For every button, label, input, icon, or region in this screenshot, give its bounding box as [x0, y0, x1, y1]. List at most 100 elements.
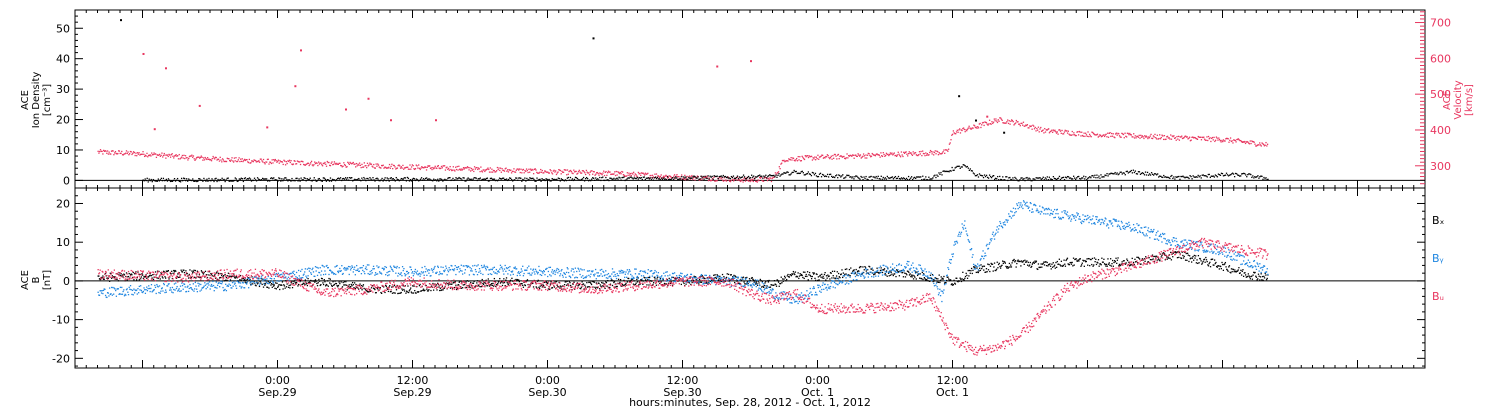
velocity-point	[868, 153, 870, 155]
density-point	[988, 174, 991, 176]
bx-point	[783, 278, 785, 280]
density-point	[1212, 175, 1215, 177]
x-tick-label-time: 12:00	[667, 374, 699, 387]
bx-point	[1075, 258, 1077, 260]
velocity-point	[643, 173, 645, 175]
velocity-point	[539, 171, 541, 173]
density-point	[1062, 176, 1065, 179]
velocity-point	[277, 159, 280, 161]
bx-point	[526, 280, 528, 282]
bx-point	[773, 284, 775, 286]
bx-point	[1030, 266, 1032, 269]
bx-point	[590, 282, 592, 285]
velocity-point	[659, 175, 662, 178]
velocity-outlier	[390, 119, 392, 122]
bx-point	[924, 278, 926, 280]
velocity-point	[1069, 134, 1071, 136]
density-point	[380, 179, 382, 181]
bx-point	[484, 285, 486, 287]
bx-point	[996, 261, 998, 263]
velocity-point	[347, 162, 350, 164]
bx-point	[521, 282, 523, 285]
density-point	[656, 176, 659, 179]
bx-point	[416, 285, 418, 288]
velocity-point	[378, 166, 380, 168]
velocity-point	[371, 165, 373, 167]
density-point	[1091, 175, 1093, 177]
bx-point	[362, 285, 364, 287]
velocity-point	[1000, 118, 1003, 120]
velocity-point	[975, 126, 977, 128]
velocity-point	[759, 177, 762, 179]
velocity-point	[1186, 136, 1188, 138]
bx-point	[117, 280, 120, 282]
density-point	[1116, 172, 1118, 174]
velocity-point	[104, 150, 106, 152]
density-point	[302, 179, 304, 181]
bx-point	[419, 283, 421, 286]
bx-point	[283, 285, 286, 287]
velocity-point	[721, 179, 724, 181]
density-point	[353, 179, 355, 181]
bx-point	[701, 275, 703, 277]
bx-point	[1070, 263, 1073, 265]
bx-point	[1021, 261, 1023, 263]
bx-point	[815, 273, 817, 275]
bx-point	[508, 282, 510, 284]
bx-point	[611, 279, 613, 281]
velocity-point	[721, 177, 723, 179]
velocity-point	[899, 154, 901, 157]
bx-point	[588, 286, 591, 288]
bx-point	[219, 276, 221, 279]
velocity-point	[981, 122, 984, 124]
bx-point	[99, 278, 101, 281]
bx-point	[744, 277, 747, 279]
density-point	[341, 178, 344, 180]
density-point	[1075, 178, 1077, 181]
bx-point	[152, 274, 154, 276]
density-point	[406, 176, 409, 179]
bx-point	[570, 286, 572, 288]
velocity-point	[218, 160, 221, 162]
density-point	[868, 176, 870, 178]
velocity-point	[485, 169, 488, 171]
velocity-point	[658, 175, 660, 178]
density-point	[498, 177, 501, 179]
bx-point	[425, 284, 427, 287]
bx-point	[872, 269, 874, 271]
bx-point	[1092, 265, 1094, 267]
bx-point	[739, 282, 741, 285]
velocity-point	[1161, 134, 1163, 136]
velocity-point	[395, 167, 398, 170]
velocity-point	[280, 161, 282, 163]
bx-point	[777, 279, 779, 282]
density-point	[932, 177, 934, 179]
bx-point	[294, 282, 296, 284]
velocity-point	[184, 157, 186, 160]
density-point	[362, 179, 364, 181]
density-point	[1233, 175, 1236, 178]
density-point	[664, 178, 667, 180]
density-point	[179, 181, 182, 183]
velocity-point	[323, 162, 325, 165]
density-point	[1192, 175, 1194, 177]
velocity-point	[985, 122, 988, 124]
velocity-point	[384, 166, 387, 168]
density-point	[866, 178, 868, 180]
velocity-point	[718, 176, 721, 179]
bx-point	[391, 292, 394, 294]
bx-point	[1240, 274, 1243, 276]
density-point	[563, 180, 565, 182]
velocity-point	[983, 124, 985, 127]
density-point	[266, 178, 268, 180]
bx-point	[858, 267, 861, 269]
bx-point	[515, 278, 517, 281]
density-point	[601, 176, 603, 179]
density-point	[330, 180, 333, 182]
density-point	[367, 177, 369, 180]
velocity-point	[348, 163, 351, 166]
velocity-point	[240, 160, 243, 163]
bx-point	[146, 277, 148, 280]
density-point	[331, 178, 334, 181]
density-point	[1128, 171, 1130, 173]
